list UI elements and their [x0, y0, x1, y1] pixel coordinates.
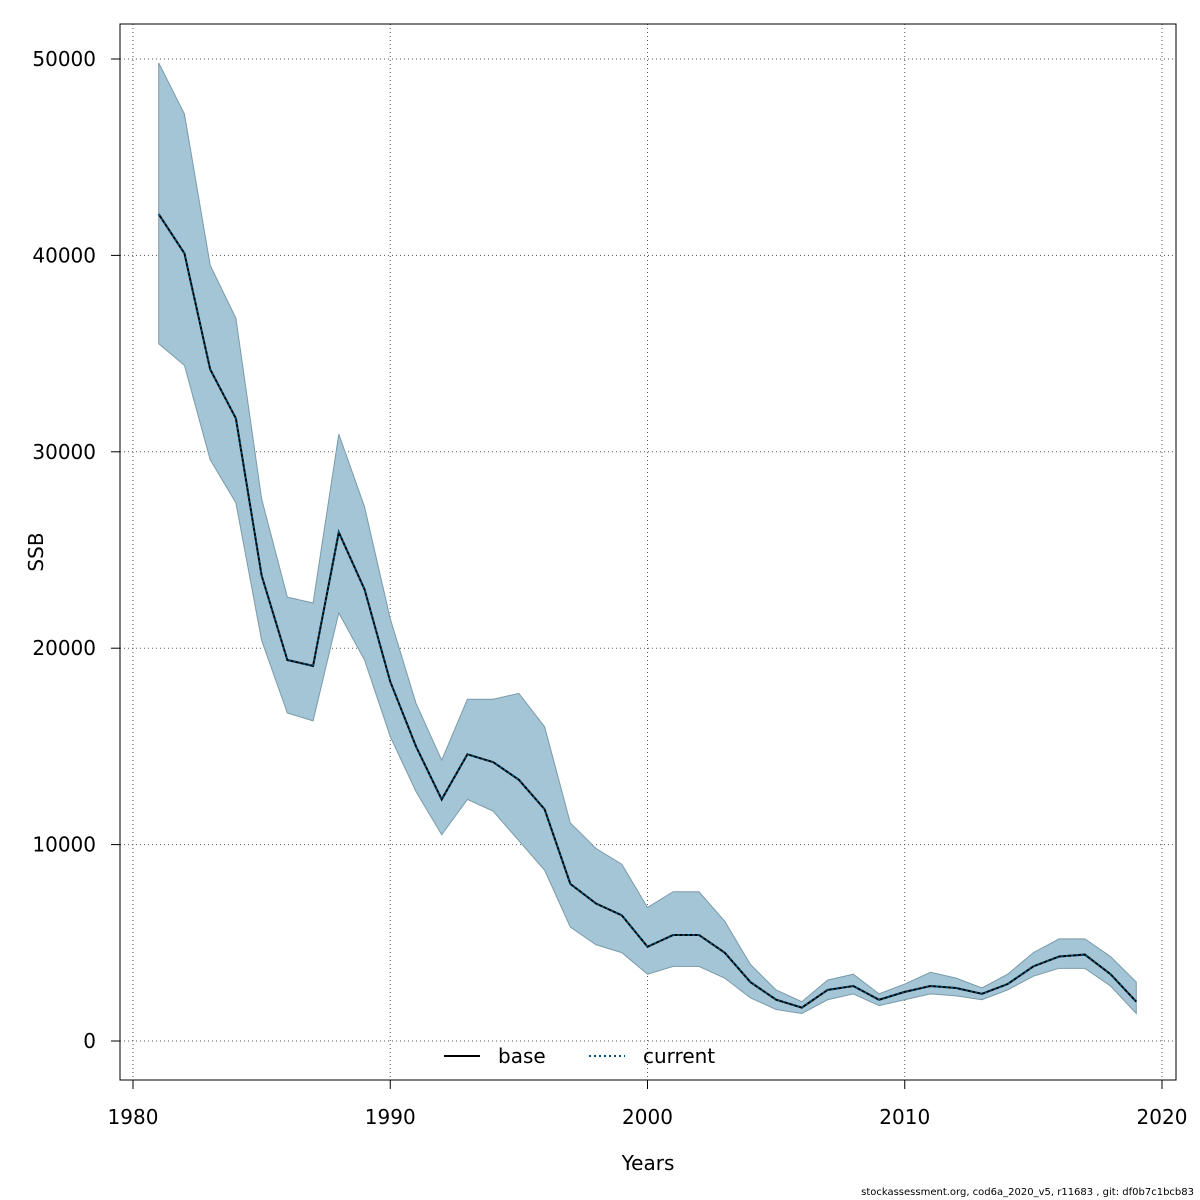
y-tick-label-30000: 30000: [32, 440, 96, 464]
y-tick-label-0: 0: [83, 1029, 96, 1053]
x-tick-label-2000: 2000: [622, 1105, 673, 1129]
x-tick-label-1980: 1980: [108, 1105, 159, 1129]
confidence-band: [158, 62, 1137, 1015]
x-tick-label-2020: 2020: [1137, 1105, 1188, 1129]
legend-label-base: base: [498, 1044, 546, 1068]
y-tick-label-20000: 20000: [32, 636, 96, 660]
axes: 1980 1990 2000 2010 2020 0 10000 20000 30000 4000…: [32, 47, 1187, 1129]
x-tick-label-1990: 1990: [365, 1105, 416, 1129]
footer-note: stockassessment.org, cod6a_2020_v5, r116…: [861, 1187, 1194, 1198]
x-tick-label-2010: 2010: [879, 1105, 930, 1129]
current-series-line: [157, 213, 1138, 1009]
x-axis-title: Years: [621, 1151, 675, 1175]
legend: base current: [444, 1044, 715, 1068]
grid-lines: [120, 24, 1176, 1080]
legend-label-current: current: [643, 1044, 715, 1068]
y-tick-label-10000: 10000: [32, 833, 96, 857]
y-axis-title: SSB: [24, 532, 48, 571]
y-tick-label-40000: 40000: [32, 243, 96, 267]
y-tick-label-50000: 50000: [32, 47, 96, 71]
